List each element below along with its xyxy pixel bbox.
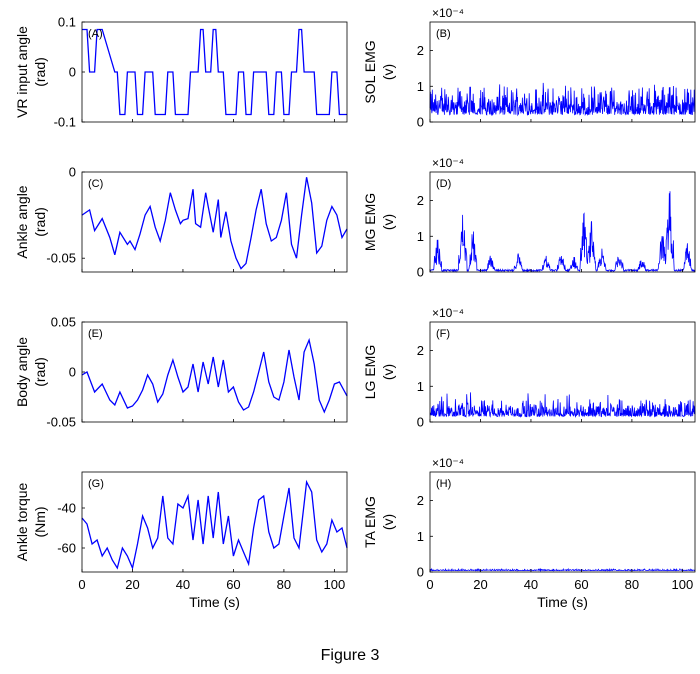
panel-e: -0.05 0 0.05 (E) Body angle (rad): [14, 315, 348, 430]
panel-label: (B): [436, 28, 451, 40]
panel-label: (A): [88, 28, 103, 40]
plot-frame: [81, 321, 348, 423]
plot-frame: [429, 471, 696, 573]
series-line: [81, 337, 348, 414]
panel-label: (G): [88, 478, 104, 490]
y-tick-label: 1: [417, 529, 424, 544]
x-tick-label: 0: [426, 577, 433, 592]
y-tick-label: 0.05: [51, 315, 76, 330]
y-tick-label: 0.1: [58, 15, 76, 30]
panel-b: 0 1 2 (B) SOL EMG (v) ×10⁻⁴: [362, 6, 696, 130]
panel-label: (F): [436, 328, 450, 340]
x-tick-label: 80: [277, 577, 291, 592]
y-exponent-label: ×10⁻⁴: [432, 6, 464, 20]
y-tick-label: -60: [57, 541, 76, 556]
y-tick-label: 0: [417, 565, 424, 580]
y-tick-label: 0: [417, 265, 424, 280]
y-axis-label: MG EMG (v): [362, 193, 396, 251]
x-tick-label: 100: [324, 577, 346, 592]
x-tick-label: 80: [625, 577, 639, 592]
series-line: [429, 82, 696, 117]
y-tick-label: 1: [417, 79, 424, 94]
panel-a: -0.1 0 0.1 (A) VR input angle (rad): [14, 15, 348, 130]
y-tick-label: -0.1: [54, 115, 76, 130]
series-line: [82, 28, 347, 116]
y-axis-label: TA EMG (v): [362, 496, 396, 548]
y-axis-label: Ankle torque (Nm): [14, 482, 48, 561]
panel-label: (H): [436, 478, 451, 490]
y-tick-label: 2: [417, 493, 424, 508]
series-line: [429, 392, 696, 418]
x-axis-label: Time (s): [537, 594, 588, 610]
panel-label: (C): [88, 178, 103, 190]
y-exponent-label: ×10⁻⁴: [432, 306, 464, 320]
figure-caption: Figure 3: [320, 647, 380, 664]
x-axis-label: Time (s): [189, 594, 240, 610]
y-tick-label: 1: [417, 379, 424, 394]
y-tick-label: 0: [417, 115, 424, 130]
y-tick-label: 1: [417, 229, 424, 244]
x-tick-label: 100: [672, 577, 694, 592]
y-tick-label: 0: [69, 365, 76, 380]
plot-frame: [429, 21, 696, 123]
y-exponent-label: ×10⁻⁴: [432, 156, 464, 170]
y-axis-label: Ankle angle (rad): [14, 185, 48, 258]
series-line: [81, 479, 348, 571]
panel-h: 0 20 40 60 80 100 0 1 2 (H) TA EMG (v) ×10⁻⁴ Time (s): [362, 456, 696, 610]
y-axis-label: Body angle (rad): [14, 337, 48, 407]
y-tick-label: 2: [417, 193, 424, 208]
x-tick-label: 60: [574, 577, 588, 592]
series-line: [429, 191, 695, 273]
y-axis-label: VR input angle (rad): [14, 26, 48, 118]
y-tick-label: -40: [57, 501, 76, 516]
panel-f: 0 1 2 (F) LG EMG (v) ×10⁻⁴: [362, 306, 696, 430]
panel-label: (D): [436, 178, 451, 190]
plot-frame: [81, 471, 348, 573]
y-tick-label: -0.05: [46, 415, 76, 430]
panel-label: (E): [88, 328, 103, 340]
x-tick-label: 40: [176, 577, 190, 592]
series-line: [81, 177, 348, 270]
y-exponent-label: ×10⁻⁴: [432, 456, 464, 470]
y-axis-label: LG EMG (v): [362, 345, 396, 399]
y-tick-label: 2: [417, 343, 424, 358]
plot-frame: [81, 171, 348, 273]
y-tick-label: 2: [417, 43, 424, 58]
panel-d: 0 1 2 (D) MG EMG (v) ×10⁻⁴: [362, 156, 696, 280]
x-tick-label: 40: [524, 577, 538, 592]
x-tick-label: 0: [78, 577, 85, 592]
y-tick-label: 0: [417, 415, 424, 430]
panel-c: -0.05 0 (C) Ankle angle (rad): [14, 165, 348, 273]
x-tick-label: 60: [226, 577, 240, 592]
panel-g: 0 20 40 60 80 100 -60 -40 (G) Ankle torque (Nm) Tim…: [14, 471, 348, 610]
y-axis-label: SOL EMG (v): [362, 40, 396, 103]
x-tick-label: 20: [125, 577, 139, 592]
y-tick-label: 0: [69, 165, 76, 180]
y-tick-label: 0: [69, 65, 76, 80]
y-tick-label: -0.05: [46, 251, 76, 266]
plot-frame: [429, 321, 696, 423]
series-line: [429, 567, 696, 572]
plot-frame: [429, 171, 696, 273]
x-tick-label: 20: [473, 577, 487, 592]
